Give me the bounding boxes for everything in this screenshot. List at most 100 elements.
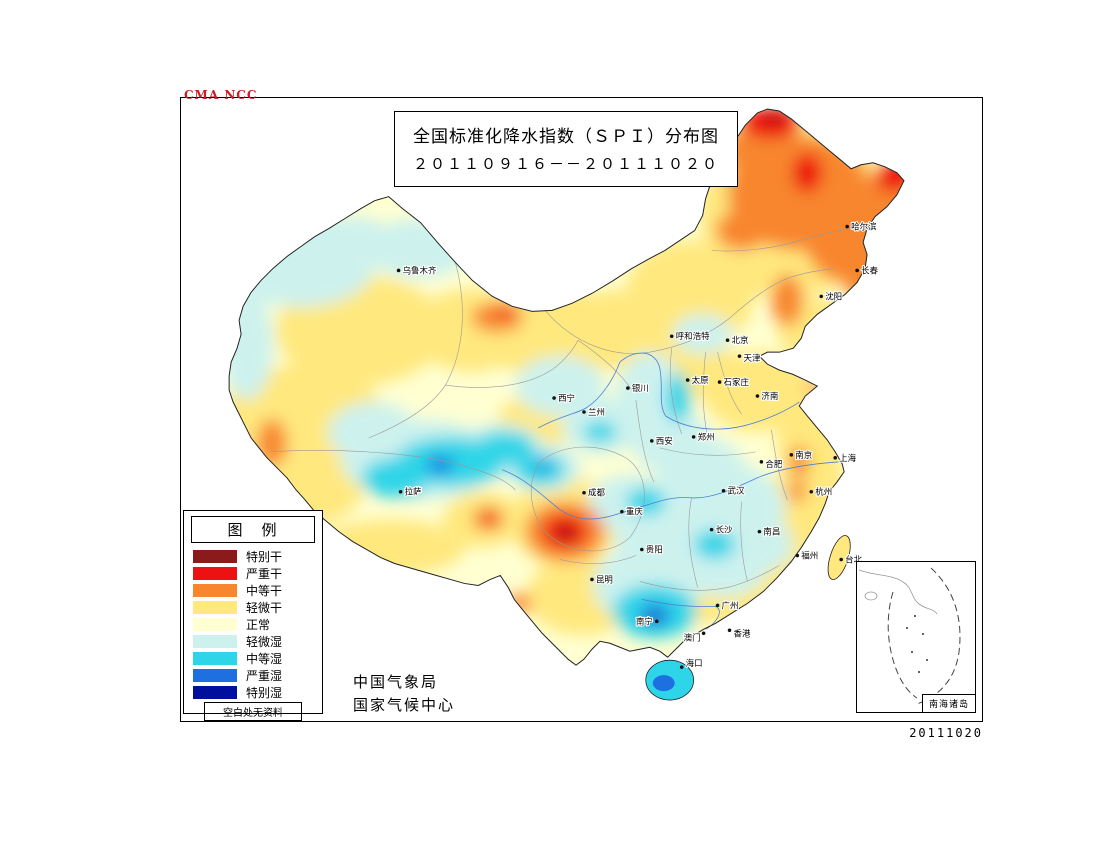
city-marker: 上海 <box>833 452 858 464</box>
city-label: 太原 <box>692 375 709 385</box>
city-marker: 香港 <box>727 627 752 639</box>
south-china-sea-map <box>858 567 961 705</box>
legend-footnote: 空白处无资料 <box>204 702 302 721</box>
legend: 图 例 特别干 严重干 中等干 轻微干 正常 轻微湿 中等湿 严重湿 特别湿 空… <box>183 510 323 721</box>
city-marker: 兰州 <box>582 406 606 418</box>
city-label: 银川 <box>632 383 649 393</box>
legend-title: 图 例 <box>191 516 315 543</box>
date-stamp: 20111020 <box>909 726 983 740</box>
national-boundary <box>228 108 905 666</box>
city-label: 西安 <box>656 436 673 446</box>
cma-ncc-watermark: CMA NCC <box>184 88 258 102</box>
city-marker: 昆明 <box>590 573 614 586</box>
city-label: 郑州 <box>698 432 715 442</box>
city-markers: 乌鲁木齐 哈尔滨 长春 沈阳 呼和浩特 北京 天津 太原 石家庄 银川 济南 西… <box>396 220 880 669</box>
city-label: 昆明 <box>596 574 613 584</box>
legend-item-label: 正常 <box>246 618 271 632</box>
legend-item: 轻微干 <box>193 600 322 615</box>
island-dots <box>906 615 928 673</box>
city-label: 成都 <box>588 488 605 498</box>
city-label: 香港 <box>734 628 751 638</box>
city-label: 海口 <box>686 658 703 668</box>
city-label: 拉萨 <box>405 487 422 497</box>
province-boundaries <box>270 228 852 591</box>
legend-rows: 特别干 严重干 中等干 轻微干 正常 轻微湿 中等湿 严重湿 特别湿 <box>184 546 322 700</box>
legend-item: 严重湿 <box>193 668 322 683</box>
legend-item-label: 中等湿 <box>246 652 283 666</box>
hainan-island <box>645 659 695 701</box>
city-label: 澳门 <box>684 632 701 642</box>
legend-item-label: 轻微湿 <box>246 635 283 649</box>
city-marker: 武汉 <box>721 485 746 497</box>
legend-swatch <box>193 550 237 563</box>
legend-item-label: 特别干 <box>246 550 283 564</box>
city-label: 沈阳 <box>825 291 842 301</box>
city-label: 乌鲁木齐 <box>403 265 437 275</box>
city-label: 南宁 <box>636 616 653 626</box>
moderately-wet-regions <box>361 373 736 639</box>
city-marker: 南京 <box>789 449 813 461</box>
agency-credit: 中国气象局 国家气候中心 <box>353 671 455 717</box>
legend-swatch <box>193 567 237 580</box>
legend-swatch <box>193 669 237 682</box>
city-marker: 合肥 <box>759 458 784 470</box>
legend-swatch <box>193 635 237 648</box>
city-label: 西宁 <box>558 393 575 403</box>
city-marker: 南昌 <box>757 526 781 538</box>
city-marker: 长春 <box>855 264 880 277</box>
city-label: 济南 <box>761 391 778 401</box>
city-marker: 拉萨 <box>398 486 423 498</box>
city-label: 上海 <box>839 453 856 463</box>
coastline <box>858 569 938 615</box>
title-box: 全国标准化降水指数（ＳＰＩ）分布图 ２０１１０９１６－－２０１１１０２０ <box>394 111 738 187</box>
extremely-dry-regions <box>557 111 784 540</box>
city-label: 杭州 <box>815 487 832 497</box>
city-marker: 太原 <box>685 374 710 386</box>
legend-item-label: 特别湿 <box>246 686 283 700</box>
city-marker: 海口 <box>679 657 704 669</box>
legend-swatch <box>193 618 237 631</box>
city-marker: 乌鲁木齐 <box>396 264 438 277</box>
map-frame: CMA NCC <box>180 88 983 722</box>
legend-swatch <box>193 601 237 614</box>
spi-field <box>229 108 904 666</box>
map-date-range: ２０１１０９１６－－２０１１１０２０ <box>412 155 719 173</box>
city-label: 兰州 <box>588 407 605 417</box>
legend-item-label: 严重干 <box>246 567 283 581</box>
city-marker: 贵阳 <box>640 543 664 556</box>
south-china-sea-inset: 南海诸岛 <box>856 561 976 713</box>
legend-item-label: 轻微干 <box>246 601 283 615</box>
city-marker: 济南 <box>755 390 779 402</box>
city-marker: 沈阳 <box>819 290 843 302</box>
city-marker: 北京 <box>725 334 750 346</box>
city-label: 福州 <box>801 551 818 561</box>
dash-line-west <box>887 591 918 699</box>
city-label: 北京 <box>732 335 749 345</box>
city-label: 南京 <box>795 450 812 460</box>
city-label: 武汉 <box>728 486 745 496</box>
rivers <box>502 352 840 630</box>
city-label: 南昌 <box>763 527 780 537</box>
city-label: 石家庄 <box>724 377 750 387</box>
city-marker: 哈尔滨 <box>845 220 878 233</box>
city-marker: 澳门 <box>683 631 706 643</box>
city-marker: 银川 <box>626 382 650 394</box>
legend-swatch <box>193 652 237 665</box>
legend-item: 正常 <box>193 617 322 632</box>
legend-item: 中等湿 <box>193 651 322 666</box>
legend-item: 中等干 <box>193 583 322 598</box>
hainan-inset-outline <box>864 591 878 601</box>
inset-label: 南海诸岛 <box>921 694 976 713</box>
city-label: 长春 <box>861 265 878 275</box>
city-label: 哈尔滨 <box>851 222 877 232</box>
city-marker: 西宁 <box>552 392 576 404</box>
city-marker: 西安 <box>649 435 674 447</box>
city-label: 合肥 <box>765 459 782 469</box>
legend-swatch <box>193 584 237 597</box>
legend-item: 特别干 <box>193 549 322 564</box>
city-label: 贵阳 <box>646 545 663 555</box>
city-marker: 广州 <box>715 599 740 611</box>
city-label: 天津 <box>743 353 760 363</box>
map-title: 全国标准化降水指数（ＳＰＩ）分布图 <box>413 127 719 147</box>
legend-item: 轻微湿 <box>193 634 322 649</box>
